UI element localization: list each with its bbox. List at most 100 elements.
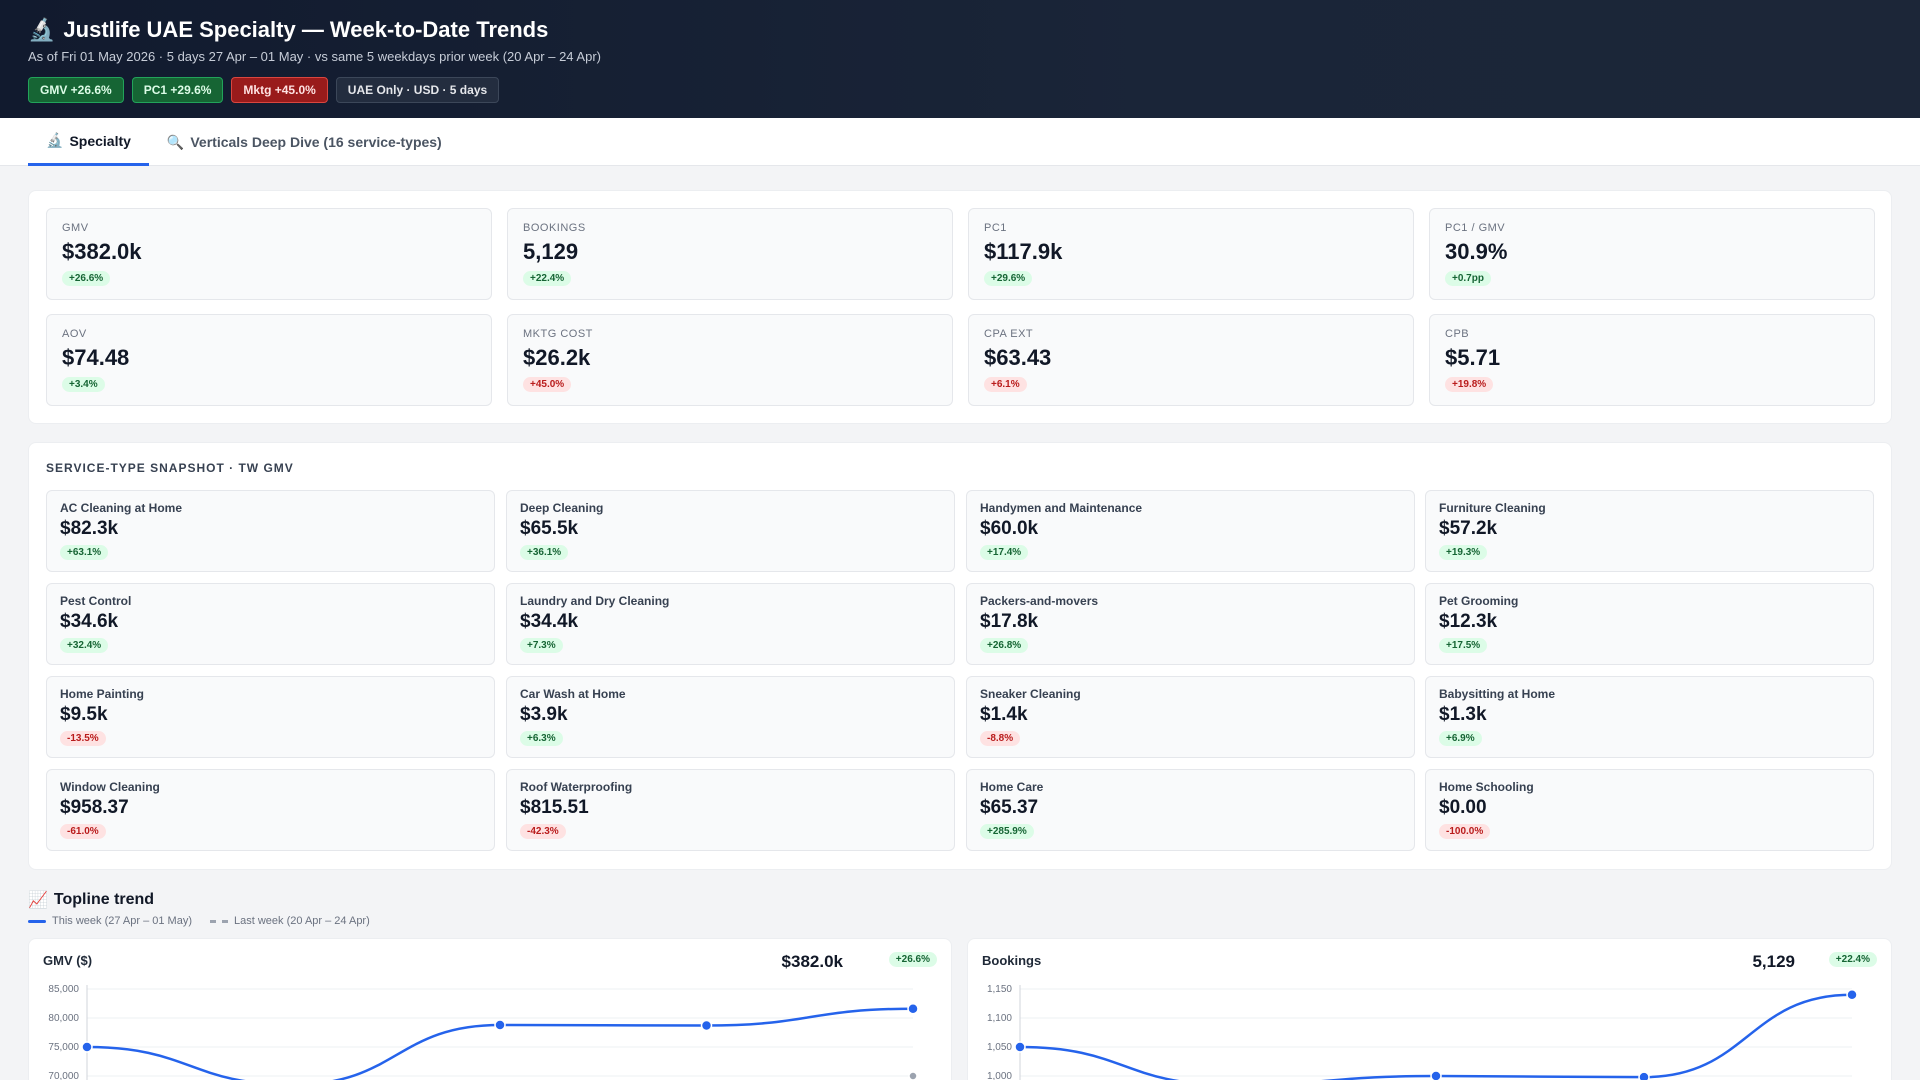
service-card-car-wash-at-home: Car Wash at Home $3.9k +6.3% [506, 676, 955, 758]
data-point-this-week[interactable] [1430, 1070, 1442, 1080]
page-title: 🔬 Justlife UAE Specialty — Week-to-Date … [28, 16, 1892, 44]
kpi-value: $74.48 [62, 345, 130, 370]
kpi-label: Mktg Cost [523, 328, 593, 340]
service-name: Home Schooling [1439, 780, 1534, 794]
service-delta-badge: +7.3% [520, 638, 563, 653]
gmv-chart-card: 85,000 80,000 75,000 70,000 GMV ($) $382.0k… [28, 938, 952, 1080]
service-value: $12.3k [1439, 611, 1498, 632]
service-value: $815.51 [520, 797, 589, 818]
service-delta-badge: +32.4% [60, 638, 109, 653]
microscope-icon: 🔬 [46, 132, 64, 148]
service-name: Furniture Cleaning [1439, 501, 1546, 515]
tab-specialty[interactable]: 🔬 Specialty [28, 118, 149, 166]
service-card-window-cleaning: Window Cleaning $958.37 -61.0% [46, 769, 495, 851]
scope-pill: UAE Only · USD · 5 days [335, 77, 500, 103]
series-line-this-week [86, 1007, 914, 1080]
service-name: Handymen and Maintenance [980, 501, 1143, 515]
service-value: $65.5k [520, 518, 579, 539]
kpi-value: $26.2k [523, 345, 591, 370]
kpi-card-pc1-gmv: PC1 / GMV 30.9% +0.7pp [1429, 208, 1875, 300]
bookings-chart-card: 1,150 1,100 1,050 1,000 Bookings 5,129 +22.… [967, 938, 1892, 1080]
service-name: Babysitting at Home [1439, 687, 1556, 701]
service-card-pet-grooming: Pet Grooming $12.3k +17.5% [1425, 583, 1874, 665]
y-tick-label: 1,050 [987, 1042, 1012, 1053]
service-delta-badge: +6.3% [520, 731, 563, 746]
data-point-this-week[interactable] [1846, 989, 1858, 1001]
service-name: Roof Waterproofing [520, 780, 633, 794]
tab-label: Verticals Deep Dive (16 service-types) [190, 134, 442, 150]
service-value: $3.9k [520, 704, 568, 725]
data-point-this-week[interactable] [700, 1019, 713, 1032]
kpi-delta-badge: +22.4% [523, 271, 572, 286]
service-delta-badge: +285.9% [980, 824, 1034, 839]
kpi-label: GMV [62, 222, 89, 234]
service-name: Packers-and-movers [980, 594, 1099, 608]
data-point-this-week[interactable] [907, 1002, 919, 1015]
service-card-pest-control: Pest Control $34.6k +32.4% [46, 583, 495, 665]
kpi-label: CPA Ext [984, 328, 1034, 340]
chart-headline-value: $382.0k [781, 952, 843, 971]
service-delta-badge: +17.5% [1439, 638, 1488, 653]
data-point-this-week[interactable] [1638, 1071, 1650, 1080]
kpi-value: $5.71 [1445, 345, 1501, 370]
data-point-last-week[interactable] [908, 1071, 918, 1080]
y-tick-label: 85,000 [48, 984, 79, 995]
kpi-label: PC1 [984, 222, 1007, 234]
service-name: Sneaker Cleaning [980, 687, 1081, 701]
summary-pills: GMV +26.6% PC1 +29.6% Mktg +45.0% UAE On… [28, 77, 1892, 103]
service-card-babysitting-at-home: Babysitting at Home $1.3k +6.9% [1425, 676, 1874, 758]
y-tick-label: 80,000 [48, 1013, 79, 1024]
service-value: $1.3k [1439, 704, 1487, 725]
service-value: $65.37 [980, 797, 1039, 818]
kpi-label: CPB [1445, 328, 1470, 340]
service-card-laundry-and-dry-cleaning: Laundry and Dry Cleaning $34.4k +7.3% [506, 583, 955, 665]
service-card-packers-and-movers: Packers-and-movers $17.8k +26.8% [966, 583, 1415, 665]
y-tick-label: 70,000 [48, 1071, 79, 1080]
kpi-label: AOV [62, 328, 87, 340]
service-card-furniture-cleaning: Furniture Cleaning $57.2k +19.3% [1425, 490, 1874, 572]
kpi-value: 30.9% [1445, 239, 1508, 264]
kpi-delta-badge: +0.7pp [1445, 271, 1491, 286]
kpi-card-bookings: Bookings 5,129 +22.4% [507, 208, 953, 300]
data-point-this-week[interactable] [81, 1041, 93, 1053]
kpi-label: Bookings [523, 222, 586, 234]
service-card-home-care: Home Care $65.37 +285.9% [966, 769, 1415, 851]
tab-verticals-deep-dive[interactable]: 🔍 Verticals Deep Dive (16 service-types) [149, 118, 460, 166]
trend-title: 📈 Topline trend [28, 890, 154, 910]
trend-title-text: Topline trend [53, 891, 155, 908]
kpi-delta-badge: +6.1% [984, 377, 1027, 392]
line-chart: 85,000 80,000 75,000 70,000 [48, 984, 919, 1080]
service-value: $34.4k [520, 611, 579, 632]
mktg-pill: Mktg +45.0% [231, 77, 328, 103]
kpi-label: PC1 / GMV [1445, 222, 1506, 234]
service-name: Pest Control [60, 594, 132, 608]
kpi-card-cpa-ext: CPA Ext $63.43 +6.1% [968, 314, 1414, 406]
data-point-this-week[interactable] [1014, 1041, 1026, 1053]
service-delta-badge: -42.3% [520, 824, 566, 839]
chart-title: GMV ($) [43, 953, 93, 968]
kpi-delta-badge: +26.6% [62, 271, 111, 286]
microscope-icon: 🔬 [28, 17, 56, 42]
chart-headline-value: 5,129 [1752, 952, 1795, 971]
service-name: Deep Cleaning [520, 501, 604, 515]
service-delta-badge: +19.3% [1439, 545, 1488, 560]
service-delta-badge: -61.0% [60, 824, 106, 839]
kpi-value: $117.9k [984, 239, 1063, 264]
service-value: $0.00 [1439, 797, 1487, 818]
tab-label: Specialty [69, 132, 131, 149]
y-tick-label: 75,000 [48, 1042, 79, 1053]
snapshot-title: Service-type snapshot · TW GMV [46, 461, 294, 475]
pc1-pill: PC1 +29.6% [131, 77, 224, 103]
data-point-this-week[interactable] [494, 1019, 506, 1031]
service-value: $82.3k [60, 518, 119, 539]
service-card-handymen-and-maintenance: Handymen and Maintenance $60.0k +17.4% [966, 490, 1415, 572]
service-name: Car Wash at Home [520, 687, 626, 701]
service-value: $9.5k [60, 704, 108, 725]
service-name: Laundry and Dry Cleaning [520, 594, 670, 608]
kpi-delta-badge: +45.0% [523, 377, 572, 392]
service-delta-badge: +6.9% [1439, 731, 1482, 746]
service-name: Pet Grooming [1439, 594, 1519, 608]
page-header: 🔬 Justlife UAE Specialty — Week-to-Date … [0, 0, 1920, 118]
service-name: Home Care [980, 780, 1044, 794]
series-line-this-week [1019, 993, 1853, 1080]
